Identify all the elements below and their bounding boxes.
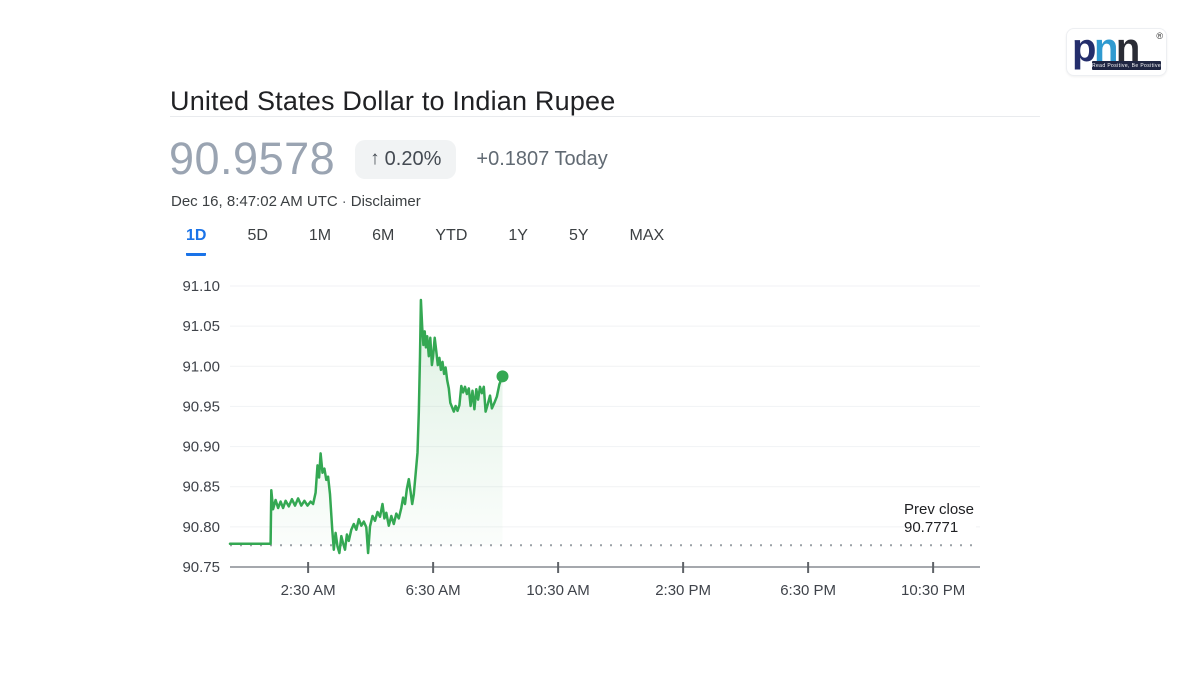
tab-1d[interactable]: 1D bbox=[186, 227, 207, 256]
quote-timestamp: Dec 16, 8:47:02 AM UTC bbox=[171, 193, 338, 210]
x-axis-label: 10:30 PM bbox=[901, 582, 965, 599]
page-title: United States Dollar to Indian Rupee bbox=[170, 86, 616, 117]
chart-area-fill bbox=[230, 300, 503, 553]
y-axis-label: 90.75 bbox=[182, 559, 220, 576]
x-axis-label: 6:30 AM bbox=[406, 582, 461, 599]
y-axis-label: 91.10 bbox=[182, 278, 220, 295]
y-axis-label: 91.05 bbox=[182, 318, 220, 335]
quote-timestamp-row: Dec 16, 8:47:02 AM UTC · Disclaimer bbox=[171, 193, 421, 210]
x-axis-label: 6:30 PM bbox=[780, 582, 836, 599]
price-row: 90.9578 ↑ 0.20% +0.1807 Today bbox=[169, 134, 608, 184]
logo-tagline: Read Positive, Be Positive bbox=[1091, 62, 1162, 69]
disclaimer-link[interactable]: Disclaimer bbox=[350, 193, 421, 210]
registered-trademark-icon: ® bbox=[1156, 31, 1163, 41]
change-percent-badge: ↑ 0.20% bbox=[355, 139, 457, 179]
y-axis-label: 90.80 bbox=[182, 519, 220, 536]
y-axis-label: 90.85 bbox=[182, 479, 220, 496]
tab-5y[interactable]: 5Y bbox=[568, 227, 589, 244]
range-tab-bar: 1D 5D 1M 6M YTD 1Y 5Y MAX bbox=[186, 227, 664, 256]
logo-letter-p: p bbox=[1072, 26, 1096, 70]
price-line bbox=[228, 298, 504, 555]
y-axis-label: 90.95 bbox=[182, 398, 220, 415]
dot-separator: · bbox=[341, 193, 347, 210]
title-divider bbox=[170, 116, 1040, 117]
y-axis-label: 91.00 bbox=[182, 358, 220, 375]
pnn-logo: pnn ® Read Positive, Be Positive bbox=[1066, 26, 1167, 76]
change-percent: 0.20% bbox=[384, 147, 442, 170]
prev-close-caption: Prev close bbox=[904, 501, 975, 518]
prev-close-label: Prev close 90.7771 bbox=[904, 501, 977, 538]
change-absolute: +0.1807 Today bbox=[476, 147, 608, 170]
x-axis-label: 2:30 AM bbox=[281, 582, 336, 599]
x-axis-label: 10:30 AM bbox=[526, 582, 589, 599]
tab-max[interactable]: MAX bbox=[629, 227, 665, 244]
logo-tagline-bar: Read Positive, Be Positive bbox=[1092, 61, 1161, 70]
up-arrow-icon: ↑ bbox=[370, 148, 380, 169]
prev-close-value: 90.7771 bbox=[904, 519, 959, 536]
current-price-dot bbox=[496, 370, 509, 383]
current-price: 90.9578 bbox=[169, 133, 336, 184]
tab-1y[interactable]: 1Y bbox=[508, 227, 528, 244]
tab-1m[interactable]: 1M bbox=[308, 227, 332, 244]
tab-6m[interactable]: 6M bbox=[372, 227, 395, 244]
tab-5d[interactable]: 5D bbox=[247, 227, 268, 244]
y-axis-label: 90.90 bbox=[182, 439, 220, 456]
x-axis-label: 2:30 PM bbox=[655, 582, 711, 599]
tab-ytd[interactable]: YTD bbox=[435, 227, 468, 244]
